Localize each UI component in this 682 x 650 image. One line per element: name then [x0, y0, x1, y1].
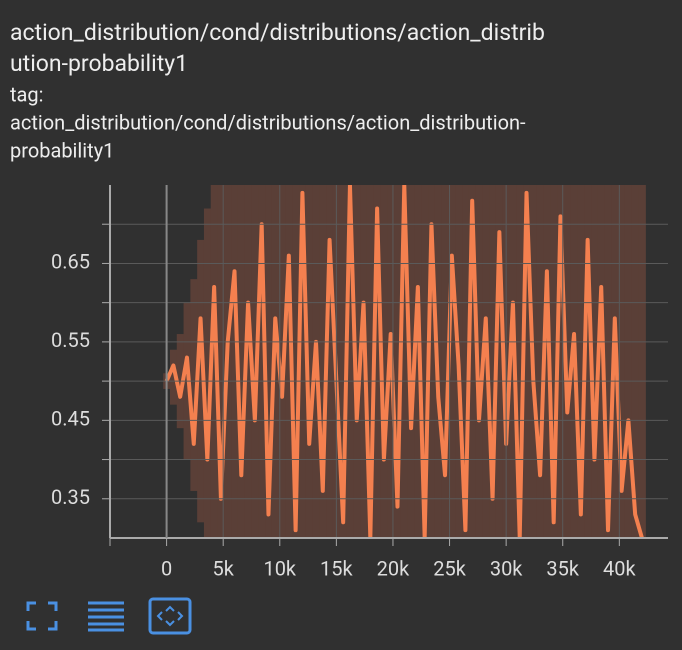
band [441, 185, 449, 538]
plot-area [163, 185, 646, 538]
band [523, 185, 531, 538]
band [543, 185, 551, 538]
band [258, 185, 266, 538]
x-tick-label: 30k [490, 556, 523, 580]
band [292, 185, 300, 538]
band [557, 185, 565, 538]
band [584, 185, 592, 538]
band [448, 185, 456, 538]
band [237, 185, 246, 538]
fit-domain-button[interactable] [148, 597, 192, 635]
tag: probability1 [10, 138, 114, 162]
x-tick-label: 20k [377, 556, 410, 580]
band [319, 185, 327, 538]
band [339, 185, 348, 538]
band [618, 185, 626, 538]
band [550, 185, 558, 538]
toolbar [26, 597, 192, 635]
band [373, 185, 382, 538]
band [536, 185, 544, 538]
y-tick-label: 0.35 [51, 485, 90, 509]
band [366, 185, 375, 538]
band [346, 185, 354, 538]
x-tick-label: 10k [263, 556, 296, 580]
band [462, 185, 470, 538]
fullscreen-button[interactable] [26, 601, 58, 631]
band [210, 185, 219, 538]
x-tick-label: 25k [433, 556, 466, 580]
y-tick-label: 0.45 [51, 407, 90, 431]
band [190, 279, 198, 491]
band [631, 185, 640, 538]
band [217, 185, 225, 538]
band [577, 185, 585, 538]
band [285, 185, 293, 538]
band [299, 185, 307, 538]
band [591, 185, 599, 538]
band [489, 185, 497, 538]
band [563, 185, 572, 538]
band [265, 185, 273, 538]
band [604, 185, 612, 538]
band [203, 208, 212, 538]
band [468, 185, 477, 538]
band [428, 185, 436, 538]
x-tick-label: 5k [212, 556, 234, 580]
y-tick-label: 0.55 [51, 328, 90, 352]
y-tick-label: 0.65 [51, 250, 90, 274]
band [495, 185, 504, 538]
band [244, 185, 252, 538]
band [475, 185, 483, 538]
band [326, 185, 334, 538]
tag: action_distribution/cond/distributions/a… [10, 110, 526, 134]
band [400, 185, 409, 538]
title: action_distribution/cond/distributions/a… [10, 19, 545, 46]
band [421, 185, 429, 538]
x-tick-label: 35k [546, 556, 579, 580]
band [169, 349, 178, 405]
band [231, 185, 239, 538]
x-tick-label: 15k [320, 556, 353, 580]
x-tick-label: 40k [603, 556, 636, 580]
band [624, 185, 633, 538]
band [407, 185, 415, 538]
x-tick-label: 0 [161, 556, 172, 580]
band [394, 185, 402, 538]
band [305, 185, 314, 538]
toggle-log-button[interactable] [88, 601, 124, 632]
band [516, 185, 524, 538]
band [380, 185, 388, 538]
band [638, 185, 646, 538]
axes: 0.35 0.45 0.55 0.65 0 5k 10k 15k 20k 25k 30k 35k 40k [51, 185, 668, 580]
tag-label: tag: [10, 82, 44, 106]
title: ution-probability1 [10, 50, 188, 77]
